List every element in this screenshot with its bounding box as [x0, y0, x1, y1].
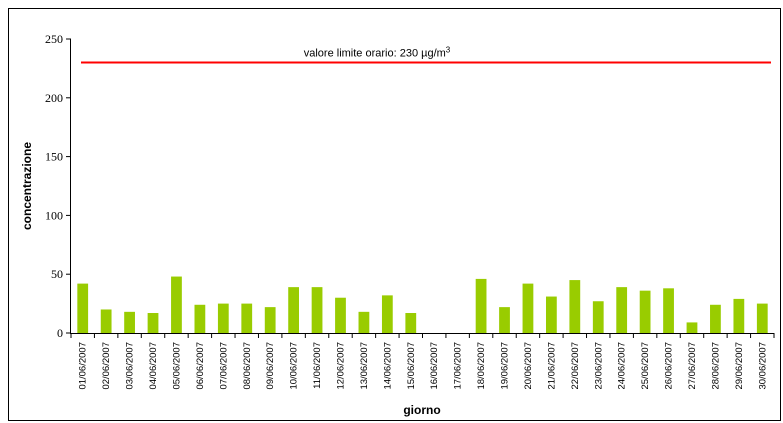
y-tick-label: 50	[51, 267, 63, 281]
x-tick-label: 25/06/2007	[640, 342, 651, 390]
y-tick-label: 250	[45, 32, 63, 46]
y-tick-label: 150	[45, 150, 63, 164]
chart-frame: 0 50 100 150 200 250 01/06/2007 02/06/2007 03/0…	[8, 8, 781, 421]
bar	[194, 304, 206, 333]
y-axis-title: concentrazione	[20, 142, 34, 230]
x-tick-label: 22/06/2007	[570, 342, 581, 390]
y-tick-label: 0	[57, 326, 63, 340]
bar	[124, 311, 135, 333]
x-tick-label: 20/06/2007	[523, 342, 534, 390]
x-tick-label: 12/06/2007	[335, 342, 346, 390]
x-tick-label: 07/06/2007	[218, 342, 229, 390]
x-tick-label: 19/06/2007	[500, 342, 511, 390]
x-tick-label: 09/06/2007	[265, 342, 276, 390]
x-tick-label: 05/06/2007	[171, 342, 182, 390]
y-tick-label: 200	[45, 91, 63, 105]
bar	[569, 280, 581, 333]
limit-line-label: valore limite orario: 230 µg/m3	[304, 45, 451, 60]
bar	[217, 303, 229, 333]
bar	[358, 311, 370, 333]
limit-label-superscript: 3	[446, 45, 451, 54]
x-tick-label: 10/06/2007	[289, 342, 300, 390]
x-tick-label: 03/06/2007	[125, 342, 136, 390]
bar	[710, 304, 721, 333]
limit-label-text: valore limite orario: 230 µg/m	[304, 48, 446, 60]
x-tick-label: 29/06/2007	[734, 342, 745, 390]
bar	[311, 287, 323, 333]
x-tick-label: 28/06/2007	[710, 342, 721, 390]
x-tick-label: 30/06/2007	[757, 342, 768, 390]
bar	[592, 301, 604, 333]
x-tick-label: 27/06/2007	[687, 342, 698, 390]
x-tick-label: 08/06/2007	[242, 342, 253, 390]
bar	[100, 309, 112, 333]
x-tick-label: 26/06/2007	[664, 342, 675, 390]
bar	[381, 295, 393, 333]
x-tick-label: 17/06/2007	[453, 342, 464, 390]
x-tick-label: 18/06/2007	[476, 342, 487, 390]
bar	[171, 276, 182, 333]
x-tick-label: 01/06/2007	[78, 342, 89, 390]
bar	[686, 322, 698, 333]
y-tick-label: 100	[45, 208, 63, 222]
x-tick-label: 14/06/2007	[382, 342, 393, 390]
bar	[733, 298, 745, 333]
bar	[77, 283, 89, 333]
bar	[264, 307, 276, 333]
bar	[147, 313, 159, 333]
bar	[663, 288, 674, 333]
bar	[756, 303, 768, 333]
x-tick-label: 16/06/2007	[429, 342, 440, 390]
bar	[499, 307, 510, 333]
bar	[639, 290, 651, 333]
bar	[475, 278, 487, 333]
bar	[288, 287, 300, 333]
x-tick-label: 13/06/2007	[359, 342, 370, 390]
x-tick-label: 11/06/2007	[312, 342, 323, 389]
bar-chart: 0 50 100 150 200 250 01/06/2007 02/06/2007 03/0…	[20, 32, 775, 417]
bar	[335, 297, 346, 333]
bar	[405, 313, 417, 333]
x-tick-label: 23/06/2007	[593, 342, 604, 390]
x-tick-label: 06/06/2007	[195, 342, 206, 390]
bar	[616, 287, 628, 333]
x-tick-label: 02/06/2007	[101, 342, 112, 390]
x-tick-label: 15/06/2007	[406, 342, 417, 390]
x-tick-label: 24/06/2007	[617, 342, 628, 390]
x-tick-label: 21/06/2007	[546, 342, 557, 390]
x-axis-title: giorno	[403, 403, 440, 417]
bar	[522, 283, 534, 333]
bar	[545, 296, 557, 333]
bar	[241, 303, 253, 333]
x-tick-label: 04/06/2007	[148, 342, 159, 390]
